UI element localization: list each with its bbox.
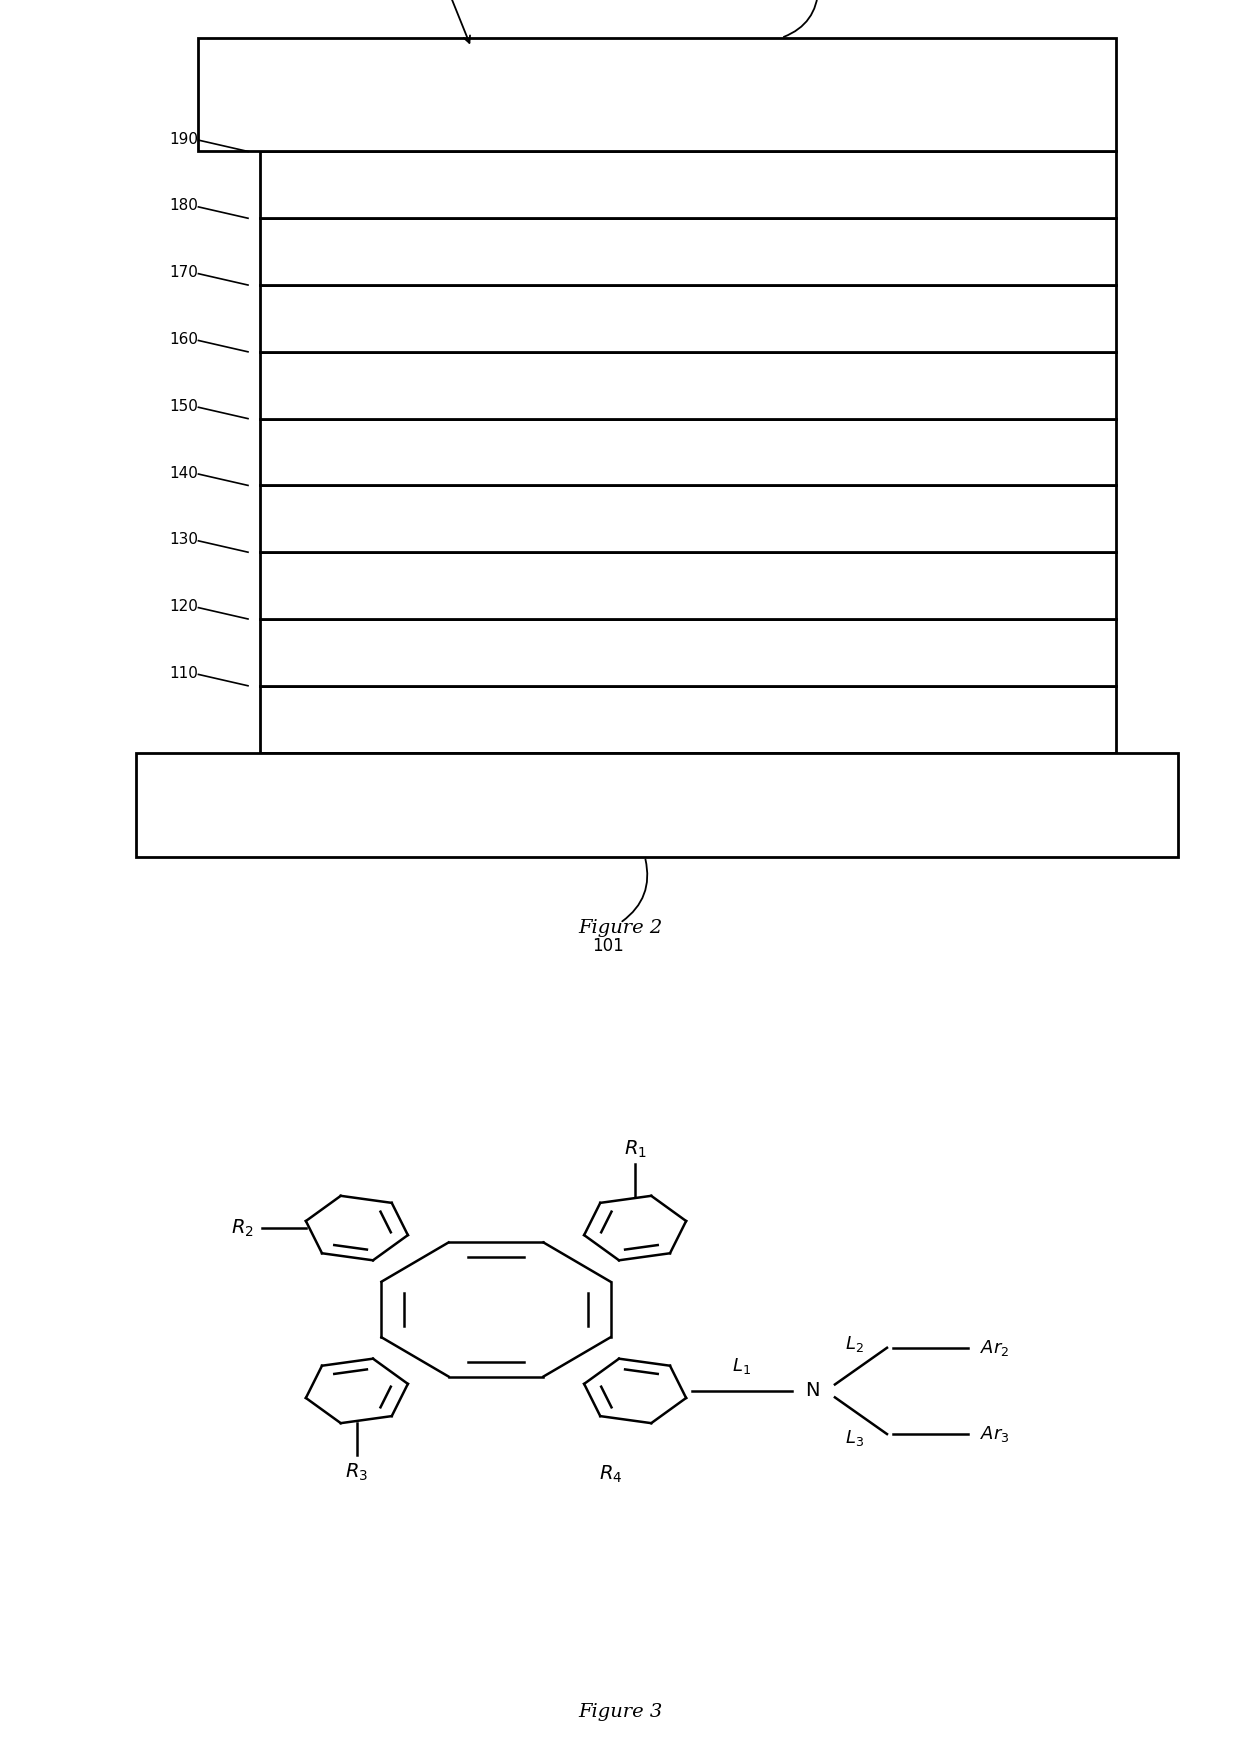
Bar <box>260 552 1116 619</box>
Text: $L_3$: $L_3$ <box>846 1427 864 1448</box>
Text: N: N <box>805 1381 820 1401</box>
Text: 150: 150 <box>170 400 198 414</box>
Text: $R_4$: $R_4$ <box>599 1464 622 1485</box>
Text: 170: 170 <box>170 265 198 280</box>
Bar <box>260 419 1116 486</box>
Text: $R_1$: $R_1$ <box>624 1138 646 1159</box>
Text: 160: 160 <box>170 331 198 347</box>
Text: $Ar_3$: $Ar_3$ <box>980 1423 1009 1444</box>
Text: $R_2$: $R_2$ <box>231 1217 254 1239</box>
Text: $L_1$: $L_1$ <box>733 1357 751 1376</box>
Text: 130: 130 <box>170 533 198 547</box>
Bar <box>260 219 1116 286</box>
Text: $R_3$: $R_3$ <box>345 1462 368 1483</box>
Text: 180: 180 <box>170 198 198 214</box>
Bar <box>260 619 1116 685</box>
Text: $L_2$: $L_2$ <box>846 1334 864 1353</box>
Text: 110: 110 <box>170 666 198 680</box>
Bar <box>136 752 1178 857</box>
Text: 140: 140 <box>170 466 198 480</box>
Text: Figure 2: Figure 2 <box>578 919 662 938</box>
Text: $Ar_2$: $Ar_2$ <box>980 1338 1009 1359</box>
Text: 190: 190 <box>170 131 198 147</box>
Bar <box>260 352 1116 419</box>
Text: Figure 3: Figure 3 <box>578 1702 662 1721</box>
Bar <box>198 39 1116 151</box>
Text: 120: 120 <box>170 600 198 614</box>
Bar <box>260 151 1116 219</box>
Bar <box>260 486 1116 552</box>
Bar <box>260 286 1116 352</box>
Bar <box>260 685 1116 752</box>
Text: 101: 101 <box>591 938 624 955</box>
